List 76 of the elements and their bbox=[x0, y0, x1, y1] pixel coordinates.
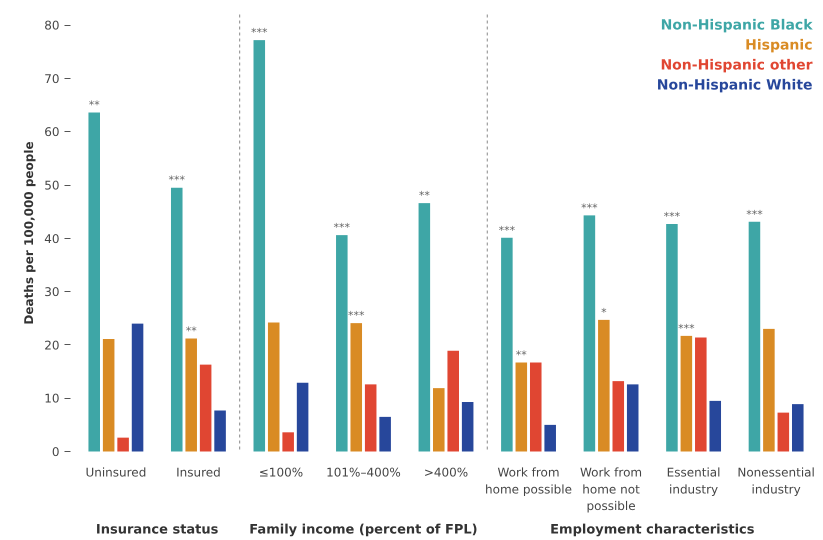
bar bbox=[530, 362, 542, 452]
bar bbox=[709, 400, 722, 452]
bar bbox=[792, 404, 804, 452]
text: Family income (percent of FPL) bbox=[249, 522, 478, 538]
text: Non-Hispanic other bbox=[660, 58, 813, 74]
data-label: ** bbox=[88, 98, 100, 112]
bar bbox=[364, 384, 376, 452]
bar bbox=[462, 402, 474, 452]
text: Non-Hispanic Black bbox=[660, 18, 814, 34]
x-tick-label: Work from home not possible bbox=[580, 466, 642, 514]
bar bbox=[626, 384, 638, 452]
bar bbox=[748, 222, 760, 452]
bar bbox=[379, 416, 391, 452]
bar bbox=[418, 203, 430, 452]
x-tick-label: Insured bbox=[176, 466, 221, 480]
data-label: *** bbox=[168, 174, 186, 187]
bar bbox=[544, 424, 556, 452]
y-tick-label: 70 bbox=[44, 72, 60, 86]
y-tick-label: 80 bbox=[44, 18, 60, 33]
bar bbox=[666, 224, 678, 452]
data-label: *** bbox=[746, 208, 764, 221]
bar bbox=[350, 323, 362, 452]
data-label: *** bbox=[334, 221, 351, 234]
x-tick-label: >400% bbox=[424, 466, 468, 480]
bar bbox=[296, 382, 308, 452]
y-tick-label: 0 bbox=[52, 445, 60, 459]
x-tick-label: ≤100% bbox=[258, 466, 304, 480]
data-label: ** bbox=[516, 348, 528, 362]
bar bbox=[214, 410, 226, 452]
bar bbox=[117, 438, 129, 452]
bar bbox=[185, 338, 197, 452]
y-tick-label: 50 bbox=[44, 178, 60, 193]
bar bbox=[102, 339, 114, 452]
bar bbox=[584, 215, 596, 452]
data-label: *** bbox=[498, 224, 516, 237]
x-tick-label: Nonessential industry bbox=[737, 466, 815, 496]
bar bbox=[433, 388, 445, 452]
data-label: *** bbox=[348, 309, 365, 322]
bar bbox=[501, 238, 513, 452]
x-tick-label: Uninsured bbox=[85, 466, 146, 480]
y-axis-title: Deaths per 100,000 people bbox=[22, 141, 36, 325]
y-tick-label: 30 bbox=[44, 285, 60, 300]
bar bbox=[680, 336, 692, 452]
x-tick-label: Work from home possible bbox=[485, 466, 572, 496]
bar bbox=[88, 112, 100, 452]
data-label: *** bbox=[664, 210, 681, 223]
data-label: *** bbox=[581, 201, 598, 214]
bar bbox=[282, 432, 294, 452]
text: Insurance status bbox=[96, 522, 219, 538]
bar bbox=[763, 328, 775, 452]
text: Non-Hispanic White bbox=[656, 78, 812, 94]
bar bbox=[170, 188, 183, 452]
bar bbox=[778, 412, 790, 452]
y-tick-label: 60 bbox=[44, 125, 60, 140]
bar bbox=[254, 40, 266, 452]
x-tick-label: Essential industry bbox=[666, 466, 720, 496]
y-tick-label: 40 bbox=[44, 232, 60, 246]
data-label: *** bbox=[678, 322, 696, 335]
bar bbox=[132, 324, 144, 452]
bar bbox=[598, 320, 610, 452]
bar bbox=[200, 364, 212, 452]
y-tick-label: 10 bbox=[44, 392, 60, 406]
bar bbox=[695, 337, 707, 452]
text: Hispanic bbox=[745, 38, 813, 54]
y-tick-label: 20 bbox=[44, 338, 60, 352]
x-tick-label: 101%–400% bbox=[326, 466, 401, 480]
text: Employment characteristics bbox=[550, 522, 755, 538]
bar bbox=[336, 235, 348, 452]
bar bbox=[516, 362, 528, 452]
bar bbox=[612, 381, 624, 452]
bar bbox=[447, 350, 459, 452]
data-label: * bbox=[601, 306, 608, 319]
data-label: ** bbox=[418, 189, 430, 202]
data-label: ** bbox=[186, 324, 198, 338]
data-label: *** bbox=[251, 26, 268, 40]
bar bbox=[268, 322, 280, 452]
